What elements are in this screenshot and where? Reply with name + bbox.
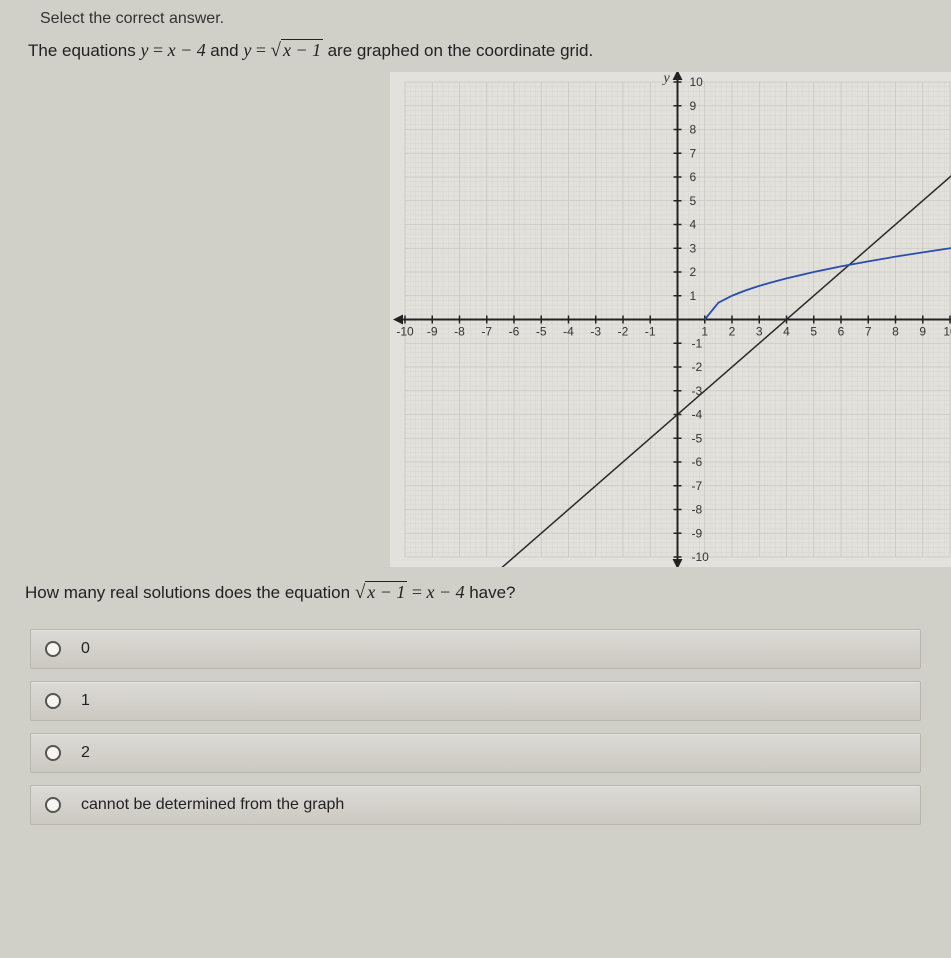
svg-text:6: 6 xyxy=(838,325,845,339)
svg-text:9: 9 xyxy=(690,99,697,113)
graph-svg: -10-9-8-7-6-5-4-3-2-11234567891010987654… xyxy=(390,72,951,567)
svg-text:3: 3 xyxy=(690,241,697,255)
answer-list: 0 1 2 cannot be determined from the grap… xyxy=(20,629,931,825)
svg-text:-3: -3 xyxy=(692,384,703,398)
svg-text:4: 4 xyxy=(690,218,697,232)
svg-text:y: y xyxy=(662,72,671,86)
svg-text:-10: -10 xyxy=(692,550,710,564)
svg-text:5: 5 xyxy=(690,194,697,208)
svg-text:-8: -8 xyxy=(454,325,465,339)
q-suffix: are graphed on the coordinate grid. xyxy=(328,41,594,60)
q-prefix: The equations xyxy=(28,41,140,60)
svg-text:7: 7 xyxy=(865,325,872,339)
svg-text:5: 5 xyxy=(810,325,817,339)
svg-text:-4: -4 xyxy=(692,408,703,422)
svg-text:-9: -9 xyxy=(427,325,438,339)
svg-text:4: 4 xyxy=(783,325,790,339)
svg-text:-7: -7 xyxy=(692,479,703,493)
svg-text:3: 3 xyxy=(756,325,763,339)
equation-1: y = x − 4 xyxy=(140,40,210,60)
svg-text:6: 6 xyxy=(690,170,697,184)
svg-text:10: 10 xyxy=(690,75,704,89)
svg-text:-6: -6 xyxy=(509,325,520,339)
svg-text:2: 2 xyxy=(690,265,697,279)
svg-text:1: 1 xyxy=(690,289,697,303)
svg-text:7: 7 xyxy=(690,146,697,160)
answer-option-2[interactable]: 2 xyxy=(30,733,921,773)
svg-text:-9: -9 xyxy=(692,526,703,540)
fq-equation: √x − 1 = x − 4 xyxy=(355,582,469,602)
answer-label: cannot be determined from the graph xyxy=(81,796,344,814)
svg-text:8: 8 xyxy=(690,123,697,137)
question-page: Select the correct answer. The equations… xyxy=(0,0,951,847)
svg-text:-10: -10 xyxy=(396,325,414,339)
answer-option-1[interactable]: 1 xyxy=(30,681,921,721)
follow-up-question: How many real solutions does the equatio… xyxy=(25,582,931,604)
equation-2: y = √x − 1 xyxy=(243,40,327,60)
svg-text:1: 1 xyxy=(701,325,708,339)
svg-text:-7: -7 xyxy=(481,325,492,339)
svg-text:9: 9 xyxy=(919,325,926,339)
answer-option-0[interactable]: 0 xyxy=(30,629,921,669)
svg-text:-5: -5 xyxy=(692,431,703,445)
svg-text:-2: -2 xyxy=(692,360,703,374)
svg-text:-2: -2 xyxy=(618,325,629,339)
svg-text:-8: -8 xyxy=(692,503,703,517)
svg-text:-1: -1 xyxy=(645,325,656,339)
question-prompt: The equations y = x − 4 and y = √x − 1 a… xyxy=(28,40,931,62)
radio-icon xyxy=(45,641,61,657)
svg-text:-1: -1 xyxy=(692,336,703,350)
svg-text:8: 8 xyxy=(892,325,899,339)
fq-suffix: have? xyxy=(469,583,515,602)
answer-label: 0 xyxy=(81,640,90,658)
answer-option-3[interactable]: cannot be determined from the graph xyxy=(30,785,921,825)
svg-text:-3: -3 xyxy=(590,325,601,339)
radio-icon xyxy=(45,745,61,761)
instruction-text: Select the correct answer. xyxy=(40,10,931,28)
coordinate-graph: -10-9-8-7-6-5-4-3-2-11234567891010987654… xyxy=(390,72,951,567)
fq-prefix: How many real solutions does the equatio… xyxy=(25,583,355,602)
radio-icon xyxy=(45,693,61,709)
svg-text:2: 2 xyxy=(729,325,736,339)
svg-text:-4: -4 xyxy=(563,325,574,339)
answer-label: 2 xyxy=(81,744,90,762)
svg-text:10: 10 xyxy=(943,325,951,339)
answer-label: 1 xyxy=(81,692,90,710)
svg-text:-6: -6 xyxy=(692,455,703,469)
radio-icon xyxy=(45,797,61,813)
q-and: and xyxy=(210,41,243,60)
svg-text:-5: -5 xyxy=(536,325,547,339)
